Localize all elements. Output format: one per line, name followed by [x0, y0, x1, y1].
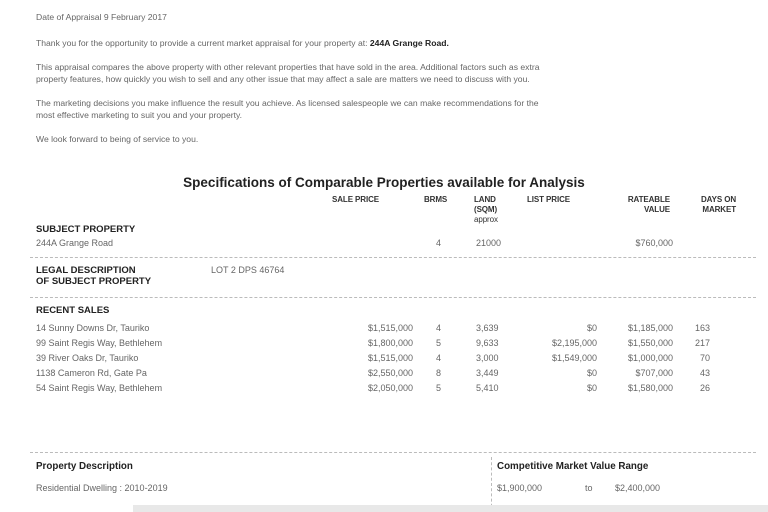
table-row: 39 River Oaks Dr, Tauriko $1,515,000 4 3,00… [0, 353, 768, 366]
para2-line2: most effective marketing to suit you and… [36, 110, 243, 120]
sales-address: 1138 Cameron Rd, Gate Pa [36, 368, 147, 378]
table-row: 99 Saint Regis Way, Bethlehem $1,800,000 5… [0, 338, 768, 351]
sales-rateable: $1,580,000 [627, 383, 673, 393]
subject-rateable: $760,000 [635, 238, 673, 248]
sales-days: 217 [694, 338, 710, 348]
sales-brms: 4 [436, 353, 442, 363]
sales-sale-price: $2,050,000 [367, 383, 413, 393]
col-land-l1: LAND [474, 195, 496, 204]
sales-brms: 5 [436, 383, 442, 393]
col-brms: BRMS [424, 195, 448, 204]
property-description-heading: Property Description [36, 461, 133, 472]
sales-address: 14 Sunny Downs Dr, Tauriko [36, 323, 150, 333]
closing-line: We look forward to being of service to y… [36, 134, 199, 144]
sales-sale-price: $1,800,000 [367, 338, 413, 348]
sales-brms: 4 [436, 323, 442, 333]
sales-list-price: $0 [586, 368, 597, 378]
value-range-heading: Competitive Market Value Range [497, 461, 649, 472]
subject-land: 21000 [476, 238, 502, 248]
col-land-l3: approx [474, 215, 498, 224]
legal-heading-l2: OF SUBJECT PROPERTY [36, 276, 152, 287]
legal-heading: LEGAL DESCRIPTION OF SUBJECT PROPERTY [36, 265, 151, 287]
sales-address: 54 Saint Regis Way, Bethlehem [36, 383, 163, 393]
specs-title: Specifications of Comparable Properties … [183, 175, 585, 190]
para1-line1: This appraisal compares the above proper… [36, 62, 540, 72]
legal-value: LOT 2 DPS 46764 [211, 265, 285, 275]
col-list-price: LIST PRICE [527, 195, 571, 204]
subject-heading: SUBJECT PROPERTY [36, 224, 136, 235]
sales-days: 26 [699, 383, 710, 393]
sales-sale-price: $1,515,000 [367, 323, 413, 333]
sales-land: 9,633 [476, 338, 499, 348]
col-sale-price: SALE PRICE [332, 195, 380, 204]
sales-brms: 5 [436, 338, 442, 348]
sales-land: 5,410 [476, 383, 499, 393]
table-row: 54 Saint Regis Way, Bethlehem $2,050,000 5… [0, 383, 768, 396]
sales-address: 99 Saint Regis Way, Bethlehem [36, 338, 163, 348]
sales-sale-price: $2,550,000 [367, 368, 413, 378]
sales-address: 39 River Oaks Dr, Tauriko [36, 353, 139, 363]
col-land: LAND (SQM) approx [474, 195, 498, 225]
vertical-divider [491, 457, 492, 512]
sales-brms: 8 [436, 368, 442, 378]
recent-sales-heading: RECENT SALES [36, 305, 110, 316]
col-rateable-l2: VALUE [643, 205, 670, 214]
para2-line1: The marketing decisions you make influen… [36, 98, 539, 108]
col-rateable: RATEABLE VALUE [600, 195, 670, 215]
sales-sale-price: $1,515,000 [367, 353, 413, 363]
table-row: 14 Sunny Downs Dr, Tauriko $1,515,000 4 3,6… [0, 323, 768, 336]
property-address: 244A Grange Road. [369, 38, 449, 48]
thanks-text: Thank you for the opportunity to provide… [36, 38, 368, 48]
value-range-low: $1,900,000 [497, 483, 543, 493]
legal-heading-l1: LEGAL DESCRIPTION [36, 265, 136, 276]
col-days-l1: DAYS ON [700, 195, 736, 204]
para1-line2: property features, how quickly you wish … [36, 74, 530, 84]
subject-address: 244A Grange Road [36, 238, 114, 248]
sales-rateable: $1,000,000 [627, 353, 673, 363]
bottom-bar [133, 505, 768, 512]
table-row: 1138 Cameron Rd, Gate Pa $2,550,000 8 3,449… [0, 368, 768, 381]
sales-land: 3,449 [476, 368, 499, 378]
sales-rateable: $1,550,000 [627, 338, 673, 348]
col-land-l2: (SQM) [474, 205, 498, 214]
sales-list-price: $0 [586, 383, 597, 393]
divider [30, 297, 756, 298]
appraisal-date: Date of Appraisal 9 February 2017 [36, 12, 167, 22]
value-range-high: $2,400,000 [615, 483, 661, 493]
sales-land: 3,000 [476, 353, 499, 363]
sales-list-price: $1,549,000 [551, 353, 597, 363]
col-days-l2: MARKET [702, 205, 736, 214]
col-rateable-l1: RATEABLE [627, 195, 670, 204]
thanks-line: Thank you for the opportunity to provide… [36, 38, 449, 50]
sales-days: 163 [694, 323, 710, 333]
sales-rateable: $1,185,000 [627, 323, 673, 333]
sales-days: 70 [699, 353, 710, 363]
sales-rateable: $707,000 [635, 368, 673, 378]
value-range-to: to [585, 483, 593, 493]
divider [30, 257, 756, 258]
subject-brms: 4 [436, 238, 442, 248]
sales-list-price: $0 [586, 323, 597, 333]
sales-list-price: $2,195,000 [551, 338, 597, 348]
col-days: DAYS ON MARKET [680, 195, 736, 215]
property-description-value: Residential Dwelling : 2010-2019 [36, 483, 168, 493]
divider [30, 452, 756, 453]
sales-days: 43 [699, 368, 710, 378]
sales-land: 3,639 [476, 323, 499, 333]
